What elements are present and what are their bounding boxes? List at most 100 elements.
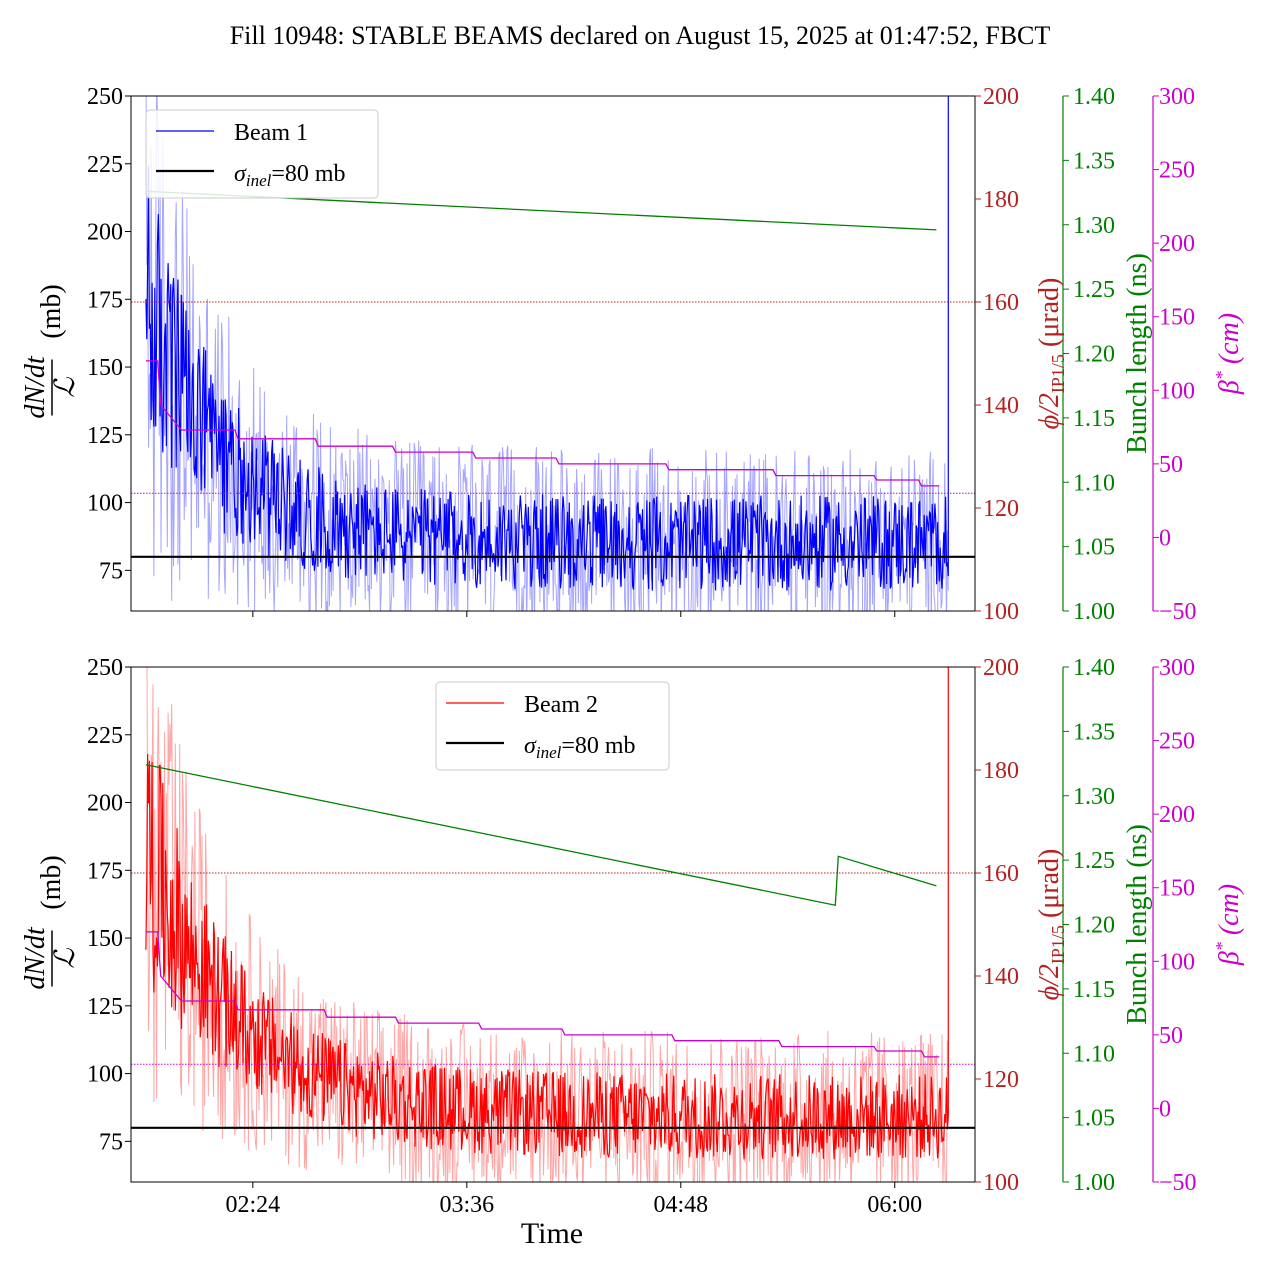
left-tick-label: 125: [87, 423, 123, 449]
crossing-axis-label: ϕ/2IP1/5 (μrad): [1034, 278, 1068, 430]
bunch-tick-label: 1.10: [1073, 470, 1115, 496]
x-tick-label: 04:48: [653, 1192, 708, 1218]
beta-tick-label: 0: [1159, 1096, 1171, 1122]
beta-label-text: β* (cm): [1212, 884, 1245, 966]
left-tick-label: 75: [99, 1129, 123, 1155]
beta-label-text: β* (cm): [1212, 313, 1245, 395]
bunch-tick-label: 1.35: [1073, 719, 1115, 745]
left-tick-label: 200: [87, 791, 123, 817]
bunch-tick-label: 1.25: [1073, 277, 1115, 303]
fraction-numerator: dN/dt: [20, 926, 51, 989]
left-tick-label: 225: [87, 152, 123, 178]
bunch-tick-label: 1.30: [1073, 213, 1115, 239]
beta-star-line: [145, 931, 940, 1058]
beta-tick-label: 200: [1159, 802, 1195, 828]
left-tick-label: 125: [87, 994, 123, 1020]
left-axis-label: dN/dt ℒ (mb): [20, 855, 81, 989]
bunch-tick-label: 1.00: [1073, 1170, 1115, 1196]
left-tick-label: 250: [87, 655, 123, 681]
beta-tick-label: 300: [1159, 84, 1195, 110]
crossing-tick-label: 120: [983, 496, 1019, 522]
bunch-tick-label: 1.15: [1073, 977, 1115, 1003]
legend: Beam 2 σinel=80 mb: [435, 681, 670, 771]
bunch-label-text: Bunch length (ns): [1122, 824, 1153, 1025]
bunch-tick-label: 1.15: [1073, 406, 1115, 432]
beam-line: [145, 96, 949, 591]
left-tick-label: 150: [87, 926, 123, 952]
crossing-tick-label: 100: [983, 599, 1019, 625]
x-tick-label: 03:36: [439, 1192, 494, 1218]
legend-sigma-label: σinel=80 mb: [234, 161, 346, 190]
beta-tick-label: −50: [1159, 599, 1197, 625]
panel-beam-1: 75 100 125 150 175 200 225 250 100 120 140 160 180 20…: [20, 84, 1245, 625]
x-axis-label: Time: [521, 1217, 583, 1250]
left-axis-unit: (mb): [36, 855, 67, 909]
fraction-numerator: dN/dt: [20, 355, 51, 418]
left-axis-unit: (mb): [36, 284, 67, 338]
beta-tick-label: 250: [1159, 158, 1195, 184]
crossing-tick-label: 140: [983, 393, 1019, 419]
beta-tick-label: 100: [1159, 378, 1195, 404]
bunch-tick-label: 1.35: [1073, 148, 1115, 174]
beta-axis-label: β* (cm): [1212, 313, 1245, 395]
crossing-tick-label: 180: [983, 187, 1019, 213]
x-tick-label: 06:00: [867, 1192, 922, 1218]
left-tick-label: 100: [87, 1062, 123, 1088]
bunch-tick-label: 1.05: [1073, 1106, 1115, 1132]
bunch-tick-label: 1.20: [1073, 342, 1115, 368]
left-tick-label: 100: [87, 491, 123, 517]
beta-tick-label: 0: [1159, 525, 1171, 551]
crossing-tick-label: 200: [983, 655, 1019, 681]
bunch-label-text: Bunch length (ns): [1122, 253, 1153, 454]
legend: Beam 1 σinel=80 mb: [145, 109, 379, 199]
fraction-denominator: ℒ: [50, 377, 81, 398]
bunch-tick-label: 1.05: [1073, 535, 1115, 561]
beta-tick-label: 200: [1159, 231, 1195, 257]
plot-frame: [130, 666, 976, 1183]
crossing-label-text: ϕ/2IP1/5 (μrad): [1034, 278, 1068, 430]
x-tick-label: 02:24: [226, 1192, 281, 1218]
beta-tick-label: 50: [1159, 1023, 1183, 1049]
beta-tick-label: 50: [1159, 452, 1183, 478]
bunch-axis-label: Bunch length (ns): [1122, 824, 1153, 1025]
left-tick-label: 175: [87, 858, 123, 884]
bunch-axis-label: Bunch length (ns): [1122, 253, 1153, 454]
crossing-tick-label: 200: [983, 84, 1019, 110]
crossing-tick-label: 160: [983, 861, 1019, 887]
left-tick-label: 200: [87, 220, 123, 246]
left-tick-label: 175: [87, 287, 123, 313]
left-axis-label: dN/dt ℒ (mb): [20, 284, 81, 418]
fraction-denominator: ℒ: [50, 948, 81, 969]
beam-band-line: [145, 96, 949, 611]
beta-tick-label: 150: [1159, 305, 1195, 331]
bunch-tick-label: 1.00: [1073, 599, 1115, 625]
beta-tick-label: 300: [1159, 655, 1195, 681]
beta-tick-label: 150: [1159, 876, 1195, 902]
left-tick-label: 150: [87, 355, 123, 381]
beam-line: [145, 667, 949, 1160]
bunch-tick-label: 1.30: [1073, 784, 1115, 810]
legend-box: [435, 681, 670, 771]
legend-beam-label: Beam 2: [524, 692, 598, 718]
left-tick-label: 225: [87, 723, 123, 749]
plot-area: [131, 667, 975, 1182]
crossing-tick-label: 180: [983, 758, 1019, 784]
beta-star-line: [145, 360, 940, 487]
beta-tick-label: 100: [1159, 949, 1195, 975]
bunch-tick-label: 1.20: [1073, 913, 1115, 939]
legend-beam-label: Beam 1: [234, 120, 308, 146]
beta-axis-label: β* (cm): [1212, 884, 1245, 966]
plot-frame: [130, 95, 976, 612]
crossing-tick-label: 120: [983, 1067, 1019, 1093]
crossing-tick-label: 100: [983, 1170, 1019, 1196]
chart-title: Fill 10948: STABLE BEAMS declared on Aug…: [230, 21, 1051, 50]
legend-sigma-label: σinel=80 mb: [524, 733, 636, 762]
crossing-tick-label: 140: [983, 964, 1019, 990]
crossing-tick-label: 160: [983, 290, 1019, 316]
panel-beam-2: 75 100 125 150 175 200 225 250 100 120 140 160 180 20…: [20, 655, 1245, 1218]
beta-tick-label: 250: [1159, 729, 1195, 755]
bunch-tick-label: 1.40: [1073, 84, 1115, 110]
beta-tick-label: −50: [1159, 1170, 1197, 1196]
crossing-axis-label: ϕ/2IP1/5 (μrad): [1034, 849, 1068, 1001]
